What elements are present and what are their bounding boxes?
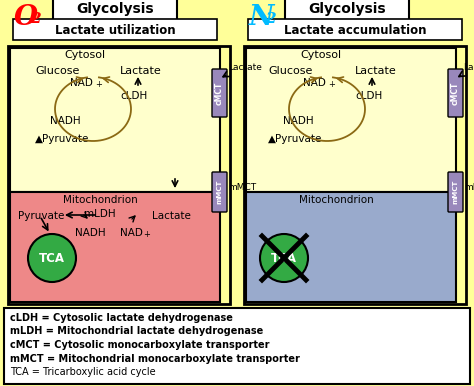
Text: Glucose: Glucose — [35, 66, 79, 76]
Text: mLDH = Mitochondrial lactate dehydrogenase: mLDH = Mitochondrial lactate dehydrogena… — [10, 327, 263, 337]
Text: Lactate accumulation: Lactate accumulation — [284, 24, 426, 37]
Text: O: O — [14, 4, 38, 31]
Text: TCA: TCA — [39, 252, 65, 264]
Text: mMCT = Mitochondrial monocarboxylate transporter: mMCT = Mitochondrial monocarboxylate tra… — [10, 354, 300, 364]
Bar — [244, 46, 466, 304]
Text: Lactate: Lactate — [120, 66, 162, 76]
Text: Cytosol: Cytosol — [64, 50, 106, 60]
Text: NADH: NADH — [283, 116, 314, 126]
Text: N: N — [249, 4, 274, 31]
Text: Cytosol: Cytosol — [301, 50, 342, 60]
FancyBboxPatch shape — [212, 69, 227, 117]
Text: Lactate: Lactate — [463, 63, 474, 72]
Text: cMCT: cMCT — [451, 81, 460, 105]
Text: +: + — [328, 80, 335, 89]
Bar — [4, 308, 470, 384]
Text: 2: 2 — [265, 12, 275, 26]
FancyBboxPatch shape — [285, 0, 409, 20]
Text: Mitochondrion: Mitochondrion — [299, 195, 374, 205]
Bar — [246, 192, 456, 302]
Text: NAD: NAD — [303, 78, 326, 88]
Text: mMCT: mMCT — [217, 180, 222, 204]
FancyBboxPatch shape — [448, 69, 463, 117]
FancyBboxPatch shape — [53, 0, 177, 20]
Text: NADH: NADH — [50, 116, 81, 126]
Bar — [10, 192, 220, 302]
Text: ▲Pyruvate: ▲Pyruvate — [268, 134, 322, 144]
Text: mMCT: mMCT — [453, 180, 458, 204]
Text: Pyruvate: Pyruvate — [18, 211, 64, 221]
Text: NADH: NADH — [75, 228, 106, 238]
Bar — [246, 48, 456, 192]
Bar — [8, 46, 230, 304]
Text: Lactate: Lactate — [152, 211, 191, 221]
Text: NAD: NAD — [120, 228, 143, 238]
Text: Glucose: Glucose — [268, 66, 312, 76]
Text: TCA = Tricarboxylic acid cycle: TCA = Tricarboxylic acid cycle — [10, 367, 155, 377]
Text: Mitochondrion: Mitochondrion — [63, 195, 137, 205]
Text: Lactate: Lactate — [228, 63, 262, 72]
Text: ▲Pyruvate: ▲Pyruvate — [35, 134, 90, 144]
Text: cMCT = Cytosolic monocarboxylate transporter: cMCT = Cytosolic monocarboxylate transpo… — [10, 340, 270, 350]
Bar — [10, 48, 220, 192]
Text: cMCT: cMCT — [215, 81, 224, 105]
Circle shape — [260, 234, 308, 282]
Text: mMCT: mMCT — [228, 183, 256, 193]
FancyBboxPatch shape — [13, 19, 217, 40]
Text: NAD: NAD — [70, 78, 93, 88]
Text: Lactate: Lactate — [355, 66, 397, 76]
FancyBboxPatch shape — [248, 19, 462, 40]
Text: Glycolysis: Glycolysis — [76, 2, 154, 16]
Text: cLDH: cLDH — [355, 91, 382, 101]
Text: +: + — [143, 230, 150, 239]
Text: TCA: TCA — [271, 252, 297, 264]
Text: Lactate utilization: Lactate utilization — [55, 24, 175, 37]
Text: mMCT: mMCT — [464, 183, 474, 193]
Text: Glycolysis: Glycolysis — [308, 2, 386, 16]
Circle shape — [28, 234, 76, 282]
Text: cLDH = Cytosolic lactate dehydrogenase: cLDH = Cytosolic lactate dehydrogenase — [10, 313, 233, 323]
Text: cLDH: cLDH — [120, 91, 147, 101]
Text: mLDH: mLDH — [84, 209, 116, 219]
Text: 2: 2 — [30, 12, 41, 26]
FancyBboxPatch shape — [448, 172, 463, 212]
FancyBboxPatch shape — [212, 172, 227, 212]
Text: +: + — [95, 80, 102, 89]
